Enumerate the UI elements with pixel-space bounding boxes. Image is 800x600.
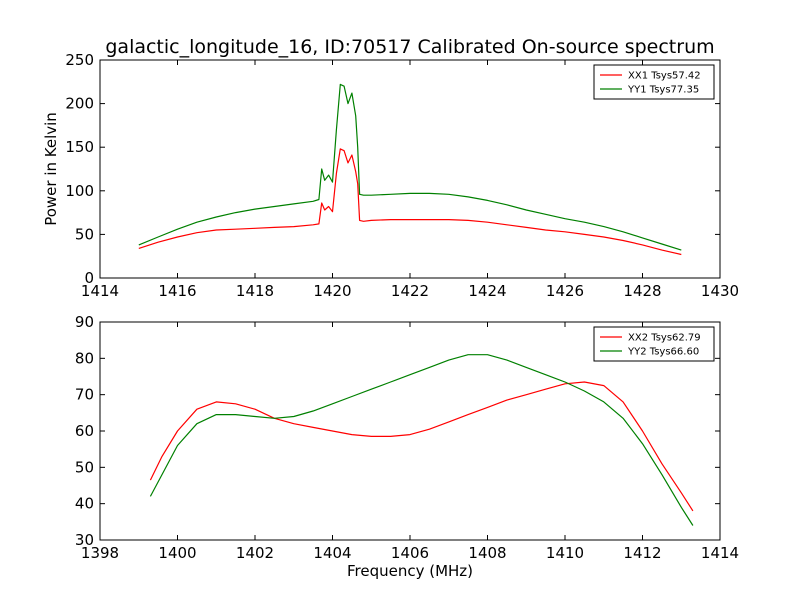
legend-label: YY2 Tsys66.60 bbox=[627, 347, 699, 358]
legend: XX1 Tsys57.42 YY1 Tsys77.35 bbox=[593, 64, 715, 100]
x-tick-label: 1424 bbox=[468, 282, 506, 300]
series-line-2-1 bbox=[149, 381, 694, 512]
x-tick-label: 1426 bbox=[546, 282, 584, 300]
legend-label: YY1 Tsys77.35 bbox=[627, 85, 699, 96]
y-tick-label: 90 bbox=[75, 313, 94, 331]
x-tick-label: 1414 bbox=[81, 282, 119, 300]
y-tick-label: 80 bbox=[75, 349, 94, 367]
chart-title: galactic_longitude_16, ID:70517 Calibrat… bbox=[105, 36, 714, 58]
x-tick-label: 1430 bbox=[701, 282, 739, 300]
panels-group: 1414 1416 1418 1420 1422 1424 1426 1428 14300501… bbox=[65, 51, 739, 562]
x-tick-label: 1408 bbox=[468, 544, 506, 562]
x-tick-label: 1402 bbox=[236, 544, 274, 562]
x-tick-label: 1428 bbox=[623, 282, 661, 300]
legend-label: XX1 Tsys57.42 bbox=[628, 71, 701, 82]
y-axis-label: Power in Kelvin bbox=[42, 112, 60, 226]
x-tick-label: 1406 bbox=[391, 544, 429, 562]
x-tick-label: 1400 bbox=[158, 544, 196, 562]
y-tick-label: 200 bbox=[65, 95, 94, 113]
panel-2: 1398 1400 1402 1404 1406 1408 1410 1412 1414 30 40… bbox=[75, 313, 739, 562]
x-tick-label: 1410 bbox=[546, 544, 584, 562]
x-tick-label: 1414 bbox=[701, 544, 739, 562]
legend: XX2 Tsys62.79 YY2 Tsys66.60 bbox=[593, 326, 715, 362]
x-axis-label: Frequency (MHz) bbox=[347, 562, 473, 580]
x-tick-label: 1412 bbox=[623, 544, 661, 562]
legend-box bbox=[593, 64, 715, 100]
series-line-1-1 bbox=[138, 148, 682, 256]
x-tick-label: 1422 bbox=[391, 282, 429, 300]
y-tick-label: 60 bbox=[75, 422, 94, 440]
y-tick-label: 70 bbox=[75, 386, 94, 404]
y-tick-label: 50 bbox=[75, 225, 94, 243]
y-tick-label: 0 bbox=[84, 269, 94, 287]
legend-label: XX2 Tsys62.79 bbox=[628, 333, 701, 344]
y-tick-label: 150 bbox=[65, 138, 94, 156]
series-line-1-2 bbox=[138, 83, 682, 251]
legend-box bbox=[593, 326, 715, 362]
series-line-2-2 bbox=[149, 354, 694, 526]
x-tick-label: 1398 bbox=[81, 544, 119, 562]
y-tick-label: 40 bbox=[75, 495, 94, 513]
y-tick-label: 100 bbox=[65, 182, 94, 200]
panel-1: 1414 1416 1418 1420 1422 1424 1426 1428 1430 0 50 1… bbox=[65, 51, 739, 300]
y-tick-label: 250 bbox=[65, 51, 94, 69]
x-tick-label: 1418 bbox=[236, 282, 274, 300]
x-tick-label: 1420 bbox=[313, 282, 351, 300]
y-tick-label: 50 bbox=[75, 458, 94, 476]
x-tick-label: 1416 bbox=[158, 282, 196, 300]
y-tick-label: 30 bbox=[75, 531, 94, 549]
x-tick-label: 1404 bbox=[313, 544, 351, 562]
